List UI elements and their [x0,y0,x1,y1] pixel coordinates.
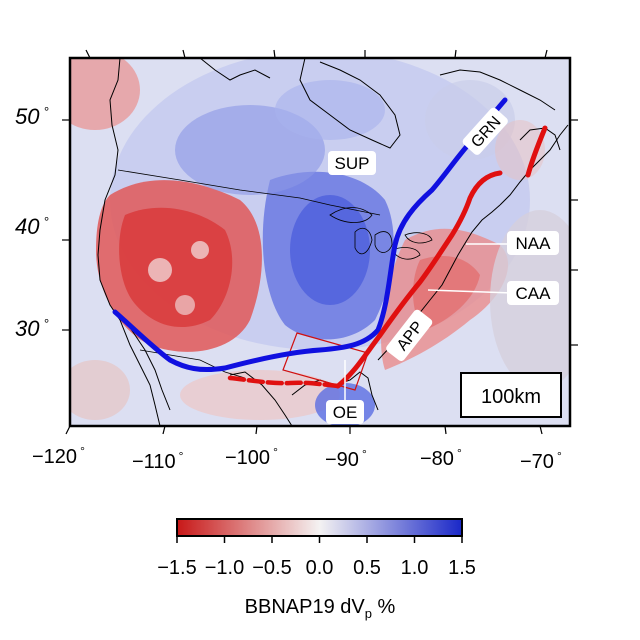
lon-label-70: −70 ° [520,449,562,473]
oe-label: OE [333,403,358,422]
colorbar-tick-label: 0.0 [306,557,334,579]
lat-label-30: 30 ° [15,316,49,341]
lon-label-110: −110 ° [132,449,184,473]
map-panel: SUP GRN NAA CAA APP OE 100km [15,49,578,473]
newfoundland-front-line [525,125,548,178]
colorbar-tick-label: −1.5 [157,557,196,579]
colorbar-ticks: −1.5 −1.0 −0.5 0.0 0.5 1.0 1.5 [157,536,476,579]
colorbar: −1.5 −1.0 −0.5 0.0 0.5 1.0 1.5 BBNAP19 dVp % [157,518,476,621]
caa-leader [427,289,513,294]
scale-label: 100km [481,386,541,408]
sup-label: SUP [335,154,370,173]
oe-label-box [326,400,364,424]
colorbar-tick-label: 0.5 [353,557,381,579]
colorbar-gradient [176,518,463,537]
colorbar-tick-label: 1.0 [401,557,429,579]
lat-label-40: 40 ° [15,214,49,239]
caa-label-box [507,281,559,305]
feature-labels: SUP GRN NAA CAA APP OE 100km [326,107,562,424]
lat-label-50: 50 ° [15,104,49,129]
caa-label: CAA [516,284,552,303]
naa-label: NAA [516,234,552,253]
naa-label-box [507,231,559,255]
grenville-front-line [112,97,508,373]
appalachian-front-line [335,170,503,389]
colorbar-label: BBNAP19 dVp % [245,596,396,621]
frame-ticks [62,49,578,435]
sup-label-box [328,151,376,175]
colorbar-tick-label: −0.5 [252,557,291,579]
lon-label-120: −120 ° [32,444,85,468]
scale-box [460,372,562,418]
lon-label-80: −80 ° [420,446,462,470]
longitude-labels: −120 ° −110 ° −100 ° −90 ° −80 ° −70 ° [32,444,562,473]
colorbar-tick-label: −1.0 [205,557,244,579]
latitude-labels: 50 ° 40 ° 30 ° [15,104,49,341]
lon-label-100: −100 ° [225,445,278,469]
lon-label-90: −90 ° [325,447,367,471]
map-frame [68,56,572,428]
colorbar-tick-label: 1.5 [448,557,476,579]
ouachita-front-line [227,375,341,389]
